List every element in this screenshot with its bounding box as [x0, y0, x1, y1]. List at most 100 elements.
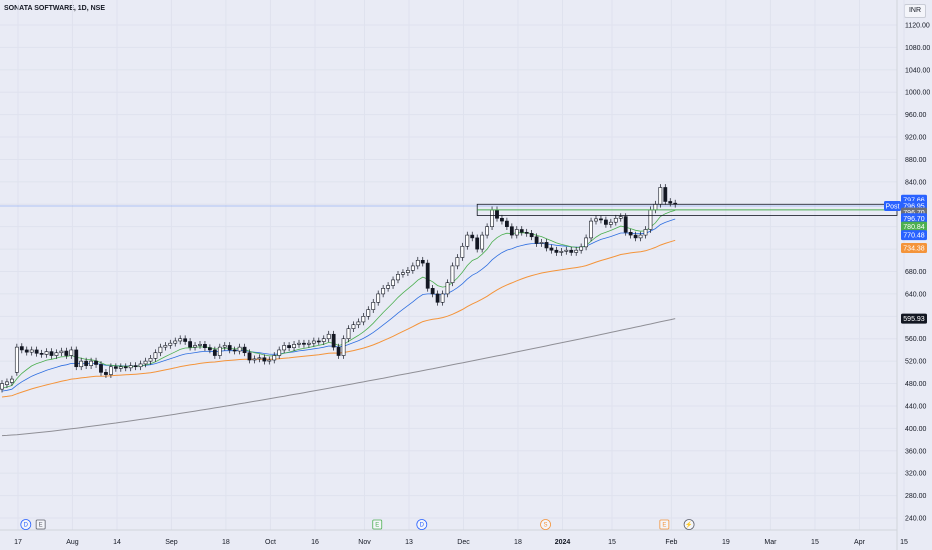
- price-tag-bg: [901, 242, 927, 253]
- candle-body-up: [371, 302, 376, 310]
- y-tick-label: 1000.00: [905, 90, 930, 97]
- price-tag: 770.48: [901, 230, 927, 241]
- candle-body-down: [208, 347, 212, 351]
- earnings-icon: [372, 519, 383, 530]
- event-marker[interactable]: ⚡: [683, 519, 695, 530]
- candle: [257, 354, 262, 363]
- candle-body-up: [460, 245, 465, 258]
- price-tag-label: 595.93: [903, 316, 925, 323]
- candle-body-down: [420, 259, 425, 264]
- candle-body-down: [113, 366, 118, 369]
- x-tick-label: Apr: [854, 539, 866, 546]
- candle-body-down: [544, 242, 549, 249]
- x-tick-label: Sep: [165, 539, 178, 546]
- candle: [232, 346, 237, 355]
- candle: [79, 357, 84, 371]
- x-tick-label: 19: [722, 539, 730, 546]
- candle-body-up: [237, 346, 242, 352]
- candle-body-up: [173, 340, 178, 344]
- candle: [579, 243, 584, 254]
- event-marker[interactable]: S: [540, 519, 551, 530]
- x-tick-label: 13: [405, 539, 413, 546]
- candle: [29, 346, 34, 356]
- y-tick-label: 880.00: [905, 157, 927, 164]
- candle-body-up: [118, 366, 123, 369]
- candle: [128, 362, 133, 372]
- candle: [302, 339, 306, 348]
- dividend-icon: [20, 519, 32, 530]
- event-marker[interactable]: D: [416, 519, 428, 530]
- y-tick-label: 240.00: [905, 516, 927, 523]
- candle: [316, 337, 321, 345]
- candle-body-up: [465, 234, 470, 247]
- candle-body-up: [5, 381, 9, 385]
- event-marker[interactable]: E: [35, 519, 46, 530]
- y-tick-label: 1040.00: [905, 67, 930, 74]
- event-marker[interactable]: E: [659, 519, 670, 530]
- candle-body-down: [227, 345, 232, 351]
- candle: [336, 343, 341, 359]
- candle-body-up: [658, 187, 663, 205]
- candle: [118, 363, 123, 372]
- candle: [653, 200, 658, 214]
- candle-body-up: [579, 246, 584, 251]
- candle: [480, 231, 485, 253]
- candle-body-down: [430, 288, 435, 295]
- candle-body-up: [608, 221, 613, 225]
- x-tick-label: Nov: [358, 539, 371, 546]
- candle: [69, 346, 74, 359]
- event-marker[interactable]: E: [372, 519, 383, 530]
- candle-body-up: [386, 285, 391, 289]
- candle: [247, 349, 252, 364]
- event-marker[interactable]: D: [20, 519, 32, 530]
- candle-body-down: [34, 349, 39, 354]
- candle-body-up: [643, 229, 648, 236]
- candle: [123, 363, 128, 372]
- candle-body-up: [356, 321, 361, 326]
- candle-body-up: [564, 249, 569, 252]
- candle: [475, 234, 480, 253]
- candle-body-down: [554, 249, 559, 253]
- candle: [89, 357, 94, 369]
- candle: [603, 216, 608, 228]
- candle-body-up: [178, 338, 183, 342]
- candle: [109, 363, 113, 378]
- candle-body-up: [376, 293, 381, 303]
- candle-body-up: [346, 328, 351, 340]
- candle-body-down: [435, 293, 440, 303]
- candle-body-down: [524, 231, 529, 234]
- candle-body-down: [203, 344, 207, 348]
- price-tag-bg: [901, 221, 927, 232]
- y-tick-label: 400.00: [905, 426, 927, 433]
- candle: [514, 226, 519, 239]
- candle-body-down: [188, 341, 193, 348]
- candle: [94, 357, 98, 368]
- candle-body-up: [163, 345, 168, 348]
- candle: [64, 347, 69, 359]
- candle-body-down: [74, 349, 79, 368]
- candle: [509, 223, 514, 239]
- y-tick-label: 280.00: [905, 493, 927, 500]
- candle: [113, 363, 118, 372]
- candle: [420, 256, 425, 267]
- candle: [59, 347, 64, 357]
- candle-body-down: [500, 217, 504, 222]
- flash-icon: [683, 519, 695, 530]
- candle-body-up: [79, 360, 84, 368]
- earnings-icon: [659, 519, 670, 530]
- candle: [331, 330, 336, 351]
- candle-body-up: [445, 282, 450, 295]
- candle-body-down: [495, 209, 499, 219]
- candle: [282, 342, 287, 354]
- candle-body-up: [613, 217, 618, 223]
- candle-body-down: [64, 350, 69, 356]
- candle: [401, 269, 405, 278]
- candle: [104, 368, 108, 378]
- candle-body-up: [153, 352, 158, 359]
- candle: [470, 231, 475, 242]
- candle: [183, 335, 188, 345]
- candle: [445, 279, 450, 298]
- candle: [524, 228, 529, 237]
- candle-body-down: [19, 346, 24, 351]
